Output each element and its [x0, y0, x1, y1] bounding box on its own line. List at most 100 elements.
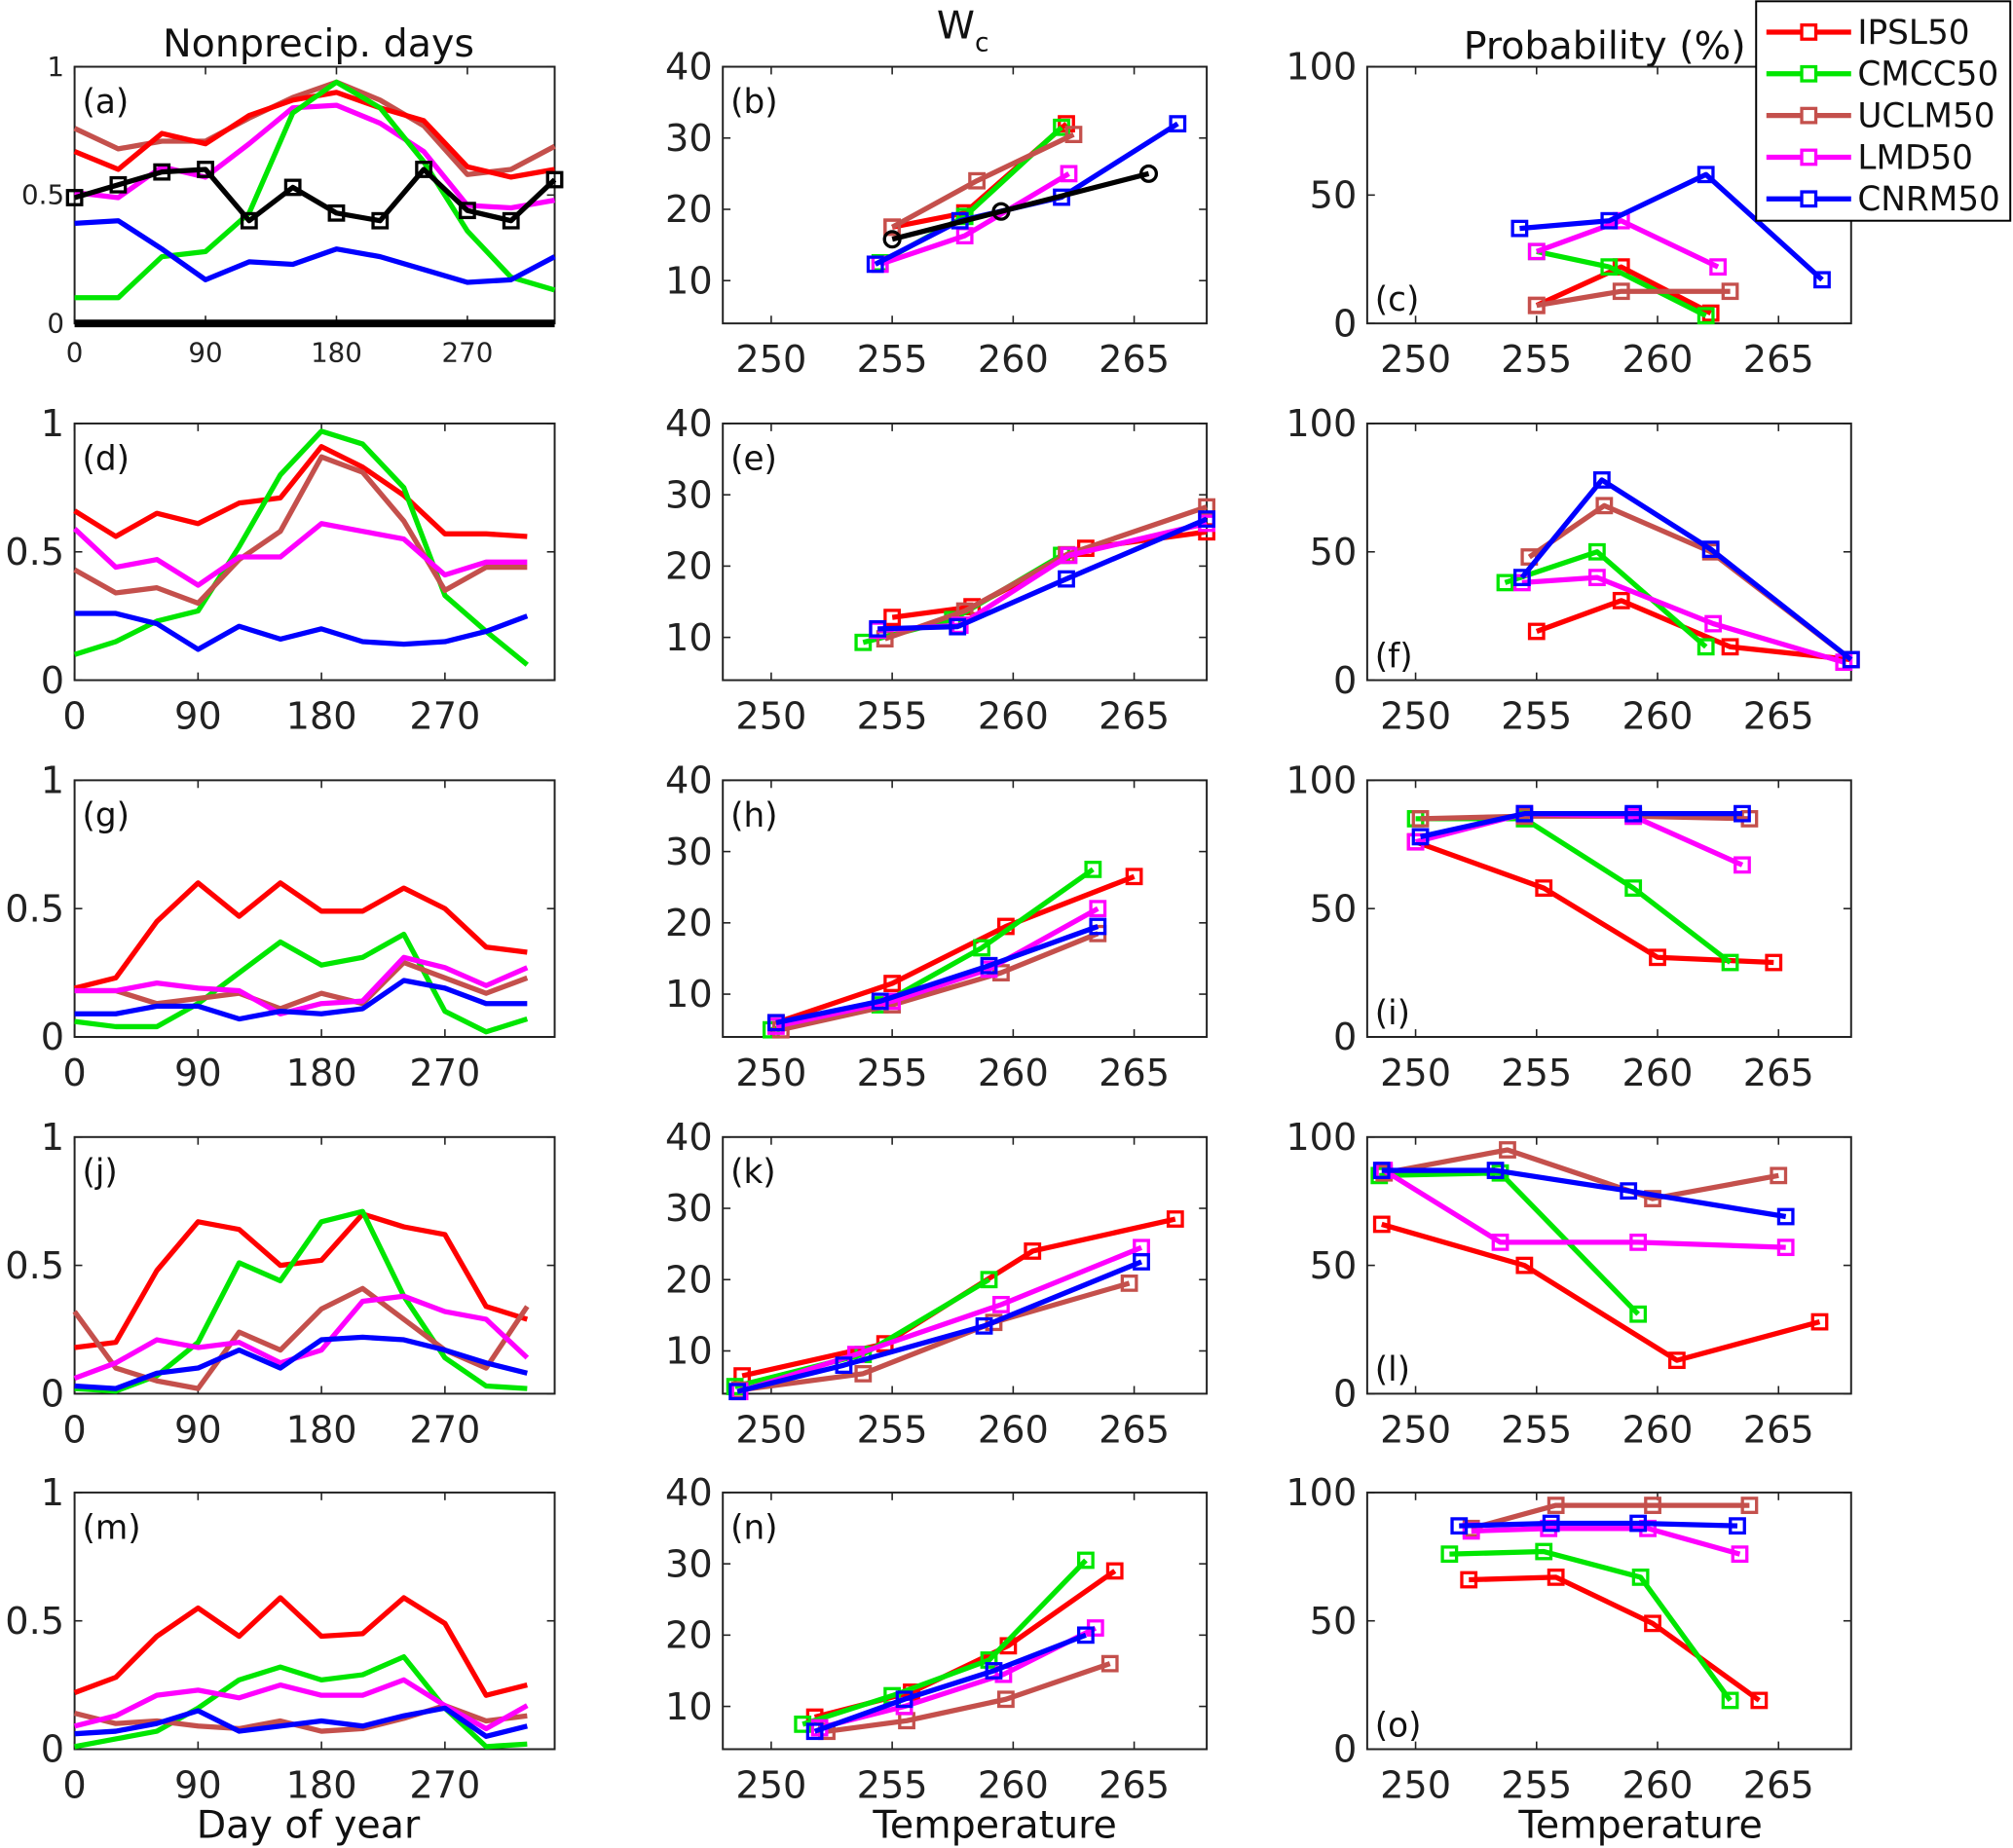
uclm50-series [74, 959, 529, 1012]
x-tick-label: 180 [286, 1765, 357, 1808]
y-tick-label: 10 [665, 1331, 713, 1374]
cnrm50-series [869, 510, 1216, 638]
panel-label: (o) [1375, 1706, 1422, 1745]
data-point [1076, 1626, 1095, 1645]
axes-box [722, 65, 1209, 325]
data-point [1060, 165, 1078, 183]
data-point [1064, 126, 1083, 143]
x-tick-label: 255 [1501, 696, 1572, 739]
data-point [459, 202, 476, 220]
series-line [1381, 1221, 1821, 1363]
cmcc50-series [1496, 542, 1715, 656]
data-point [728, 1383, 747, 1401]
x-tick-label: 265 [1743, 1765, 1814, 1808]
y-tick-label: 0 [1333, 1729, 1357, 1772]
x-tick-label: 260 [978, 1409, 1049, 1452]
x-tick-label: 265 [1743, 339, 1814, 382]
y-tick-label: 10 [665, 260, 713, 303]
data-point [1631, 1568, 1650, 1586]
data-point [1588, 569, 1606, 587]
legend-marker [1800, 23, 1818, 41]
y-tick-label: 100 [1286, 760, 1357, 803]
series-line [1519, 477, 1853, 662]
data-point [997, 1690, 1015, 1709]
panel-label: (b) [730, 83, 777, 122]
data-point [1411, 828, 1430, 846]
axes-box [1365, 779, 1852, 1038]
data-point [1512, 569, 1531, 587]
data-point [1813, 271, 1831, 289]
ipsl50-series [73, 444, 528, 539]
panel-j: 0 90 180 270 0 0.5 1 (j) [5, 1117, 556, 1452]
x-tick-label: 265 [1099, 1053, 1170, 1095]
y-tick-label: 30 [665, 1188, 713, 1231]
y-tick-label: 40 [665, 1117, 713, 1160]
data-point [980, 956, 998, 975]
legend-entry-cnrm50: CNRM50 [1766, 180, 2000, 219]
y-tick-label: 100 [1286, 403, 1357, 446]
series-line [1382, 1167, 1786, 1250]
data-point [1721, 1691, 1739, 1710]
x-tick-label: 265 [1099, 696, 1170, 739]
data-point [1089, 900, 1107, 918]
data-point [1629, 1305, 1648, 1323]
data-point [1750, 1691, 1769, 1710]
data-point [985, 1662, 1003, 1680]
data-point [1515, 1256, 1534, 1275]
observed-series [882, 164, 1159, 249]
series-line [1449, 1548, 1733, 1702]
data-point [502, 211, 520, 230]
data-point [835, 1356, 853, 1375]
series-line [1381, 1167, 1787, 1220]
series-line [1536, 288, 1731, 309]
data-point [895, 1690, 913, 1709]
legend-entry-lmd50: LMD50 [1766, 138, 1973, 177]
series-line [891, 170, 1150, 242]
data-point [1629, 1514, 1648, 1533]
cnrm50-series [805, 1626, 1095, 1741]
data-point [883, 609, 902, 627]
x-tick-label: 260 [1622, 1765, 1694, 1808]
series-line [1536, 248, 1707, 318]
panel-label: (k) [730, 1153, 776, 1192]
y-tick-label: 20 [665, 1615, 713, 1658]
series-line [739, 1280, 1131, 1393]
series-line [74, 1211, 529, 1350]
data-point [1125, 868, 1143, 886]
legend-label: UCLM50 [1857, 96, 1994, 135]
x-tick-label: 250 [1380, 696, 1451, 739]
y-tick-label: 1 [41, 760, 64, 803]
series-line [74, 1705, 528, 1739]
y-tick-label: 50 [1310, 175, 1358, 218]
data-point [975, 1316, 993, 1335]
data-point [1535, 879, 1553, 897]
data-point [1089, 917, 1107, 936]
data-point [1547, 1568, 1565, 1586]
x-tick-label: 255 [1501, 339, 1572, 382]
y-tick-label: 0.5 [5, 1601, 64, 1644]
data-point [805, 1722, 824, 1741]
data-point [1527, 296, 1546, 314]
data-point [869, 619, 887, 638]
data-point [1372, 1215, 1391, 1234]
series-line [74, 610, 529, 652]
cnrm50-series [74, 610, 529, 652]
data-point [1644, 1497, 1661, 1514]
y-tick-label: 20 [665, 189, 713, 232]
y-tick-label: 100 [1286, 47, 1357, 90]
data-point [980, 1651, 998, 1669]
x-tick-label: 255 [1501, 1409, 1572, 1452]
data-point [1696, 166, 1715, 184]
y-tick-label: 0 [1333, 1016, 1357, 1059]
panel-g: 0 90 180 270 0 0.5 1 (g) [5, 760, 556, 1095]
y-tick-label: 50 [1310, 532, 1358, 574]
x-tick-label: 265 [1099, 1409, 1170, 1452]
lmd50-series [74, 954, 529, 1016]
x-tick-label: 265 [1743, 1409, 1814, 1452]
data-point [1600, 258, 1619, 277]
data-point [1060, 546, 1078, 565]
ipsl50-series [73, 1595, 528, 1698]
lmd50-series [1375, 1162, 1795, 1257]
data-point [1406, 832, 1425, 851]
